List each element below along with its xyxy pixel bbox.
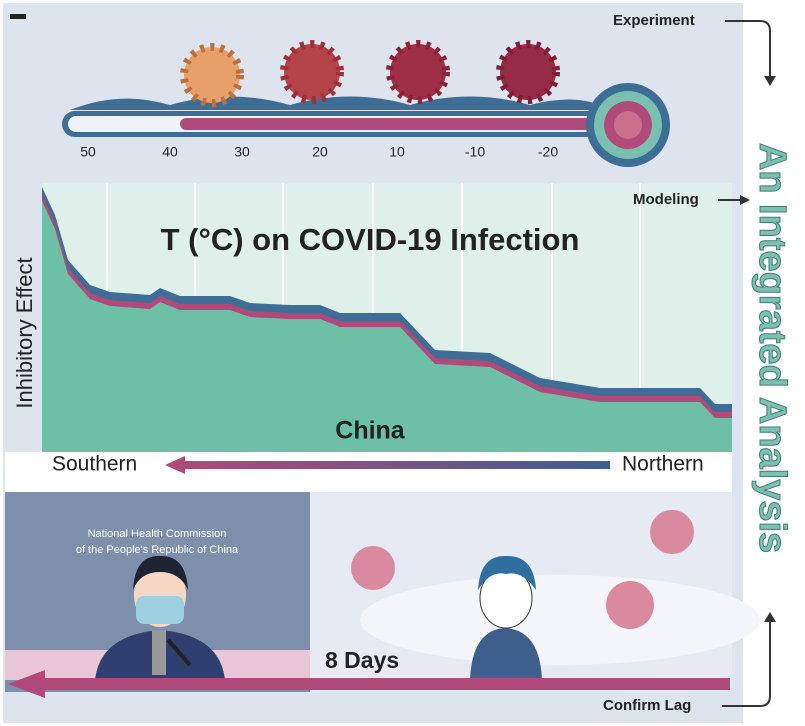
arrow — [725, 20, 771, 80]
patient — [470, 555, 542, 680]
speaker — [95, 555, 225, 680]
direction-arrow — [180, 461, 610, 469]
chart-title: T (°C) on COVID-19 Infection — [161, 222, 580, 257]
arrowhead — [764, 612, 776, 622]
strip — [5, 452, 732, 492]
thermometer-label: 30 — [234, 144, 250, 160]
arrowhead — [165, 456, 185, 474]
thermometer-label: 20 — [312, 144, 328, 160]
viruses — [180, 40, 560, 107]
side-title: An Integrated Analysis — [751, 143, 793, 553]
region-label: China — [335, 417, 406, 445]
arrowhead — [764, 76, 776, 86]
org-line2: of the People's Republic of China — [76, 544, 239, 556]
southern-label: Southern — [52, 453, 137, 476]
y-label: Inhibitory Effect — [12, 257, 37, 408]
lag-label: 8 Days — [325, 647, 399, 673]
thermometer — [62, 83, 670, 167]
confirm-lag-label: Confirm Lag — [603, 697, 691, 714]
org-line1: National Health Commission — [88, 528, 227, 540]
icon — [10, 14, 26, 19]
thermometer-label: 50 — [80, 144, 96, 160]
cloud — [360, 575, 760, 665]
thermometer-label: 10 — [389, 144, 405, 160]
lag-arrow — [40, 678, 730, 690]
thermometer-label: -10 — [465, 144, 485, 160]
arrowhead — [740, 195, 750, 205]
arrow — [722, 618, 771, 707]
modeling-label: Modeling — [633, 191, 699, 208]
thermometer-label: 40 — [162, 144, 178, 160]
virus-particles — [351, 510, 694, 629]
curve-area — [42, 201, 732, 452]
thermometer-label: -20 — [538, 144, 558, 160]
experiment-label: Experiment — [613, 12, 695, 29]
arrowhead — [8, 670, 45, 698]
northern-label: Northern — [622, 453, 704, 476]
